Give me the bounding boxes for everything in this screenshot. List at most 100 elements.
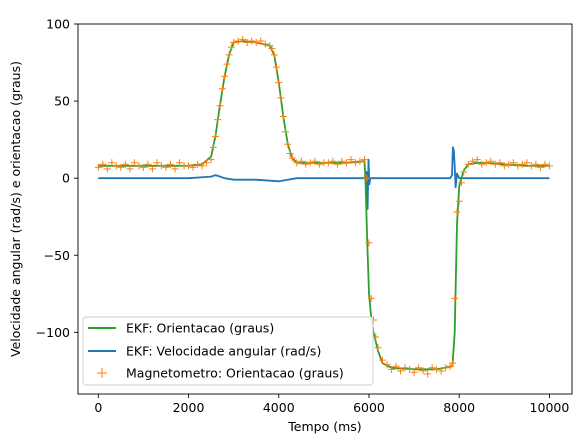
magnetometer-point [130, 159, 138, 167]
magnetometer-point [532, 160, 540, 168]
magnetometer-point [500, 162, 508, 170]
magnetometer-point [367, 294, 375, 302]
magnetometer-point [99, 160, 107, 168]
magnetometer-point [157, 162, 165, 170]
x-tick-label: 6000 [353, 400, 385, 415]
magnetometer-point [239, 35, 247, 43]
magnetometer-point [284, 140, 292, 148]
magnetometer-point [139, 163, 147, 171]
magnetometer-point [194, 160, 202, 168]
magnetometer-point [135, 162, 143, 170]
magnetometer-point [94, 163, 102, 171]
magnetometer-point [460, 168, 468, 176]
legend-box [82, 316, 374, 386]
magnetometer-point [442, 364, 450, 372]
magnetometer-point [176, 159, 184, 167]
magnetometer-point [103, 165, 111, 173]
magnetometer-point [148, 165, 156, 173]
magnetometer-point [275, 79, 283, 87]
plot-frame [77, 23, 573, 395]
magnetometer-point [437, 367, 445, 375]
magnetometer-point [415, 364, 423, 372]
magnetometer-point [117, 163, 125, 171]
magnetometer-point [126, 165, 134, 173]
magnetometer-point [221, 72, 229, 80]
magnetometer-point [185, 162, 193, 170]
magnetometer-point [406, 365, 414, 373]
magnetometer-point [433, 365, 441, 373]
y-tick-label: −100 [36, 325, 70, 340]
magnetometer-point [397, 367, 405, 375]
magnetometer-point [277, 94, 285, 102]
magnetometer-point [171, 165, 179, 173]
magnetometer-point [302, 160, 310, 168]
magnetometer-point [453, 208, 461, 216]
magnetometer-point [288, 154, 296, 162]
magnetometer-point [230, 39, 238, 46]
magnetometer-point [203, 159, 211, 167]
x-tick-label: 0 [94, 400, 102, 415]
magnetometer-point [293, 159, 301, 167]
magnetometer-point [248, 37, 256, 45]
magnetometer-point [509, 159, 517, 167]
magnetometer-point [329, 157, 337, 165]
magnetometer-point [424, 370, 432, 378]
series-layer [94, 35, 553, 378]
magnetometer-point [324, 159, 332, 167]
magnetometer-point [212, 133, 220, 141]
magnetometer-point [383, 361, 391, 369]
magnetometer-point [333, 160, 341, 168]
magnetometer-point [112, 162, 120, 170]
magnetometer-point [234, 37, 242, 45]
magnetometer-point [536, 163, 544, 171]
magnetometer-point [401, 364, 409, 372]
magnetometer-point [469, 157, 477, 165]
y-axis: 100 50 0 −50 −100 [36, 17, 78, 340]
magnetometer-point [338, 157, 346, 165]
magnetometer-point [207, 156, 215, 164]
legend-label-magnetometer: Magnetometro: Orientacao (graus) [126, 366, 344, 381]
magnetometer-point [121, 160, 129, 168]
magnetometer-point [487, 157, 495, 165]
x-axis: 0 2000 4000 6000 8000 10000 [94, 394, 569, 415]
magnetometer-point [198, 162, 206, 170]
magnetometer-point [428, 364, 436, 372]
magnetometer-point [464, 160, 472, 168]
magnetometer-point [261, 40, 269, 48]
y-axis-label: Velocidade angular (rad/s) e orientacao … [8, 61, 23, 357]
magnetometer-point [243, 39, 251, 46]
magnetometer-point [351, 159, 359, 167]
magnetometer-point [365, 239, 373, 247]
magnetometer-point [505, 160, 513, 168]
magnetometer-point [545, 162, 553, 170]
magnetometer-point [410, 368, 418, 376]
magnetometer-point [270, 51, 278, 59]
series-magnetometer-points [94, 35, 553, 378]
magnetometer-point [223, 60, 231, 68]
magnetometer-point [227, 43, 235, 51]
magnetometer-point [257, 37, 265, 45]
legend: EKF: Orientacao (graus) EKF: Velocidade … [82, 316, 374, 386]
magnetometer-point [225, 51, 233, 59]
magnetometer-point [342, 159, 350, 167]
magnetometer-point [286, 150, 294, 157]
magnetometer-point [189, 163, 197, 171]
magnetometer-point [379, 356, 387, 364]
magnetometer-point [282, 128, 290, 136]
y-tick-label: 100 [46, 17, 70, 32]
magnetometer-point [518, 160, 526, 168]
magnetometer-point [108, 159, 116, 167]
magnetometer-point [162, 163, 170, 171]
magnetometer-point [457, 179, 465, 187]
magnetometer-point [514, 162, 522, 170]
magnetometer-point [218, 85, 226, 93]
magnetometer-point [209, 143, 217, 151]
series-angular-velocity-line [98, 146, 550, 210]
magnetometer-point [356, 157, 364, 165]
magnetometer-point [527, 162, 535, 170]
legend-label-orientation: EKF: Orientacao (graus) [126, 321, 274, 336]
x-tick-label: 2000 [173, 400, 205, 415]
magnetometer-point [455, 197, 463, 205]
y-tick-label: 50 [54, 94, 70, 109]
magnetometer-point [306, 159, 314, 167]
